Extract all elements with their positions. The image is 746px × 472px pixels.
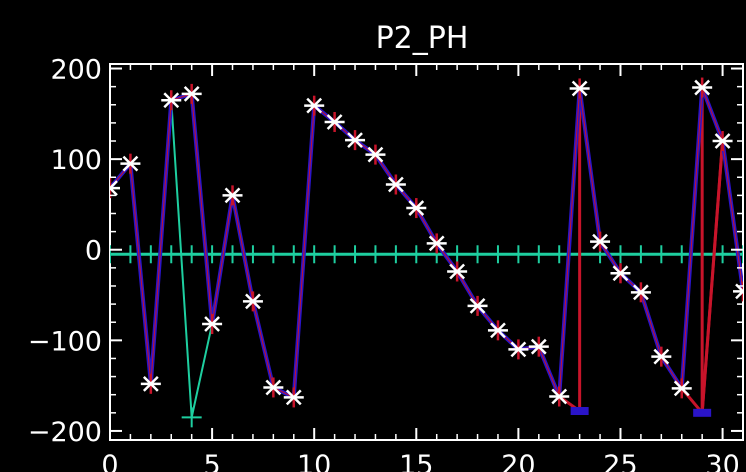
data-point-marker-stroke bbox=[408, 200, 425, 216]
x-tick-label: 10 bbox=[297, 450, 331, 472]
x-tick-label: 20 bbox=[501, 450, 535, 472]
data-point-marker-stroke bbox=[428, 235, 445, 252]
data-point-marker bbox=[426, 233, 447, 254]
data-point-marker-stroke bbox=[204, 316, 220, 332]
data-point-marker bbox=[222, 185, 243, 206]
data-point-marker bbox=[202, 314, 223, 335]
y-tick-label: 0 bbox=[85, 236, 102, 267]
data-point-marker bbox=[283, 387, 304, 408]
data-point-marker bbox=[610, 263, 631, 284]
data-point-marker-stroke bbox=[183, 86, 200, 102]
series-group bbox=[110, 77, 743, 428]
y-tick-label: −100 bbox=[28, 326, 102, 357]
data-point-marker-stroke bbox=[142, 375, 159, 392]
data-point-marker-stroke bbox=[347, 132, 363, 148]
data-point-marker bbox=[712, 131, 733, 152]
data-point-marker bbox=[120, 153, 141, 174]
data-point-marker bbox=[406, 198, 427, 219]
data-point-marker-stroke bbox=[122, 155, 139, 172]
data-point-marker bbox=[692, 77, 713, 98]
x-tick-label: 30 bbox=[705, 450, 739, 472]
data-point-marker bbox=[304, 95, 325, 116]
plot-area bbox=[109, 63, 744, 441]
data-point-marker-stroke bbox=[265, 379, 282, 396]
y-tick-label: 200 bbox=[50, 55, 102, 86]
data-point-marker bbox=[467, 295, 488, 316]
data-point-marker bbox=[140, 373, 161, 394]
data-point-marker-stroke bbox=[245, 293, 261, 310]
data-point-marker bbox=[110, 178, 120, 199]
data-point-marker-stroke bbox=[110, 186, 118, 197]
x-tick-label: 15 bbox=[399, 450, 433, 472]
chart-title: P2_PH bbox=[376, 21, 469, 56]
data-point-marker-stroke bbox=[163, 92, 180, 109]
data-point-marker-stroke bbox=[714, 133, 731, 149]
data-point-marker bbox=[590, 231, 611, 252]
data-point-marker-stroke bbox=[469, 298, 486, 314]
data-point-marker bbox=[569, 78, 590, 99]
data-point-marker-stroke bbox=[694, 79, 711, 96]
data-point-marker-stroke bbox=[510, 341, 527, 358]
data-point-marker-stroke bbox=[673, 380, 690, 397]
data-point-marker-stroke bbox=[592, 233, 608, 250]
data-point-marker bbox=[345, 130, 366, 151]
data-point-marker-stroke bbox=[110, 180, 118, 190]
data-point-marker-stroke bbox=[224, 187, 241, 204]
data-point-marker bbox=[630, 282, 651, 303]
wrap-marker bbox=[570, 407, 589, 416]
data-point-marker-stroke bbox=[449, 263, 466, 280]
wrap-marker bbox=[693, 408, 712, 417]
data-point-marker bbox=[181, 83, 202, 104]
axis-ticks bbox=[109, 64, 743, 440]
data-point-marker bbox=[487, 320, 508, 341]
x-tick-label: 5 bbox=[204, 450, 221, 472]
data-point-marker bbox=[324, 111, 345, 132]
data-point-marker bbox=[242, 291, 263, 312]
data-point-marker bbox=[161, 90, 182, 111]
data-point-marker-stroke bbox=[326, 114, 343, 130]
data-point-marker-stroke bbox=[612, 265, 629, 282]
data-point-marker-stroke bbox=[367, 146, 384, 163]
data-point-marker bbox=[733, 281, 743, 302]
y-tick-label: −200 bbox=[28, 417, 102, 448]
data-point-marker bbox=[651, 346, 672, 367]
data-point-marker-stroke bbox=[571, 80, 588, 97]
x-tick-label: 25 bbox=[603, 450, 637, 472]
data-point-marker-stroke bbox=[306, 97, 323, 114]
data-point-marker-stroke bbox=[653, 348, 670, 365]
data-point-marker-stroke bbox=[490, 322, 506, 339]
data-point-marker-stroke bbox=[633, 284, 649, 301]
data-point-marker bbox=[528, 336, 549, 357]
data-point-marker bbox=[385, 174, 406, 195]
data-point-marker bbox=[508, 339, 529, 360]
data-point-marker bbox=[365, 144, 386, 165]
data-point-marker-stroke bbox=[551, 388, 568, 405]
series-red-segment bbox=[700, 140, 725, 413]
x-tick-label: 0 bbox=[101, 450, 118, 472]
data-point-marker bbox=[549, 386, 570, 407]
data-point-marker-stroke bbox=[735, 283, 743, 294]
data-point-marker-stroke bbox=[735, 289, 743, 300]
data-point-marker-stroke bbox=[285, 389, 302, 406]
y-tick-label: 100 bbox=[50, 145, 102, 176]
data-point-marker bbox=[671, 378, 692, 399]
data-point-marker-stroke bbox=[387, 176, 404, 193]
data-point-marker-stroke bbox=[530, 338, 547, 355]
data-point-marker bbox=[447, 261, 468, 282]
data-point-marker bbox=[263, 377, 284, 398]
